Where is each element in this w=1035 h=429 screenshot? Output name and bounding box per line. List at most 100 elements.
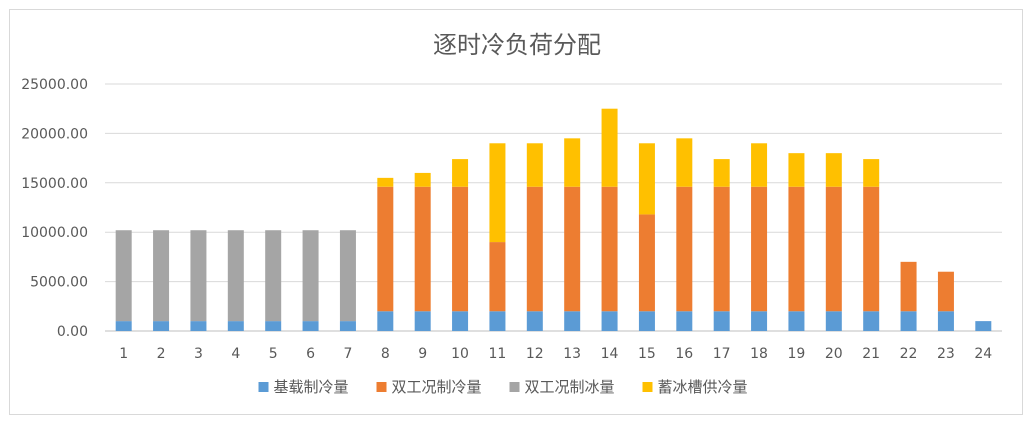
bar-segment	[452, 311, 469, 331]
bar-segment	[788, 311, 805, 331]
x-tick-label: 22	[900, 346, 918, 362]
bar-segment	[339, 321, 356, 331]
bar-segment	[676, 186, 693, 312]
legend-label: 双工况制冰量	[525, 378, 615, 396]
y-tick-label: 5000.00	[30, 275, 88, 291]
bar-segment	[638, 143, 655, 215]
x-tick-label: 5	[269, 346, 278, 362]
bar-segment	[153, 230, 170, 322]
legend-swatch	[642, 382, 653, 392]
bar-segment	[265, 321, 282, 331]
bar-segment	[377, 311, 394, 331]
bar-segment	[751, 143, 768, 187]
legend: 基载制冷量 双工况制冷量 双工况制冰量 蓄冰槽供冷量	[258, 378, 748, 396]
x-tick-label: 9	[418, 346, 427, 362]
x-tick-label: 8	[381, 346, 390, 362]
bar-segment	[751, 311, 768, 331]
bar-segment	[788, 186, 805, 312]
bar-segment	[414, 172, 431, 187]
x-tick-label: 7	[343, 346, 352, 362]
bar-segment	[377, 177, 394, 187]
x-tick-label: 23	[937, 346, 955, 362]
bar-segment	[676, 311, 693, 331]
bar-segment	[190, 230, 207, 322]
x-tick-label: 6	[306, 346, 315, 362]
bar-segment	[526, 186, 543, 312]
legend-swatch	[509, 382, 520, 392]
bar-segment	[564, 186, 581, 312]
bar-segment	[190, 321, 207, 331]
bar-segment	[825, 186, 842, 312]
bar-segment	[863, 311, 880, 331]
bar-segment	[414, 311, 431, 331]
bar-segment	[676, 138, 693, 187]
bar-segment	[153, 321, 170, 331]
x-tick-label: 10	[451, 346, 469, 362]
y-tick-label: 15000.00	[21, 176, 88, 192]
bar-segment	[414, 186, 431, 312]
x-tick-label: 18	[750, 346, 768, 362]
bar-segment	[265, 230, 282, 322]
x-tick-label: 11	[489, 346, 507, 362]
x-tick-label: 16	[675, 346, 693, 362]
bar-segment	[564, 138, 581, 187]
bar-segment	[377, 186, 394, 312]
x-tick-label: 21	[862, 346, 880, 362]
x-tick-label: 1	[119, 346, 128, 362]
bar-segment	[452, 159, 469, 187]
bar-segment	[863, 159, 880, 187]
legend-label: 基载制冷量	[274, 378, 349, 396]
bar-segment	[339, 230, 356, 322]
bar-segment	[489, 242, 506, 312]
bar-segment	[526, 143, 543, 187]
bar-segment	[900, 311, 917, 331]
bar-segment	[713, 186, 730, 312]
bar-segment	[863, 186, 880, 312]
bar-segment	[937, 271, 954, 312]
bar-segment	[115, 321, 132, 331]
bar-segment	[601, 311, 618, 331]
x-tick-label: 4	[231, 346, 240, 362]
x-axis-ticks: 1 2 3 4 5 6 7 8 9 10 11 12 13 14 15 16 17 18 19 20 21 22 23 24	[119, 346, 992, 362]
bar-segment	[227, 321, 244, 331]
y-tick-label: 10000.00	[21, 225, 88, 241]
x-tick-label: 17	[713, 346, 731, 362]
y-axis-ticks: 0.00 5000.00 10000.00 15000.00 20000.00 25000…	[21, 77, 88, 340]
bar-segment	[825, 153, 842, 187]
bar-segment	[751, 186, 768, 312]
x-tick-label: 2	[157, 346, 166, 362]
chart-frame	[9, 9, 1023, 415]
bar-segment	[825, 311, 842, 331]
bar-segment	[601, 108, 618, 187]
x-tick-label: 14	[601, 346, 619, 362]
x-tick-label: 24	[974, 346, 992, 362]
x-tick-label: 12	[526, 346, 544, 362]
y-tick-label: 20000.00	[21, 126, 88, 142]
bar-segment	[115, 230, 132, 322]
bar-segment	[489, 143, 506, 243]
bar-segment	[713, 159, 730, 187]
bar-segment	[638, 311, 655, 331]
bar-segment	[638, 214, 655, 312]
x-tick-label: 3	[194, 346, 203, 362]
bar-segment	[526, 311, 543, 331]
bar-segment	[564, 311, 581, 331]
bar-segment	[900, 261, 917, 312]
y-tick-label: 0.00	[57, 324, 88, 340]
bar-segment	[489, 311, 506, 331]
legend-swatch	[376, 382, 387, 392]
bar-segment	[788, 153, 805, 187]
bar-segment	[713, 311, 730, 331]
legend-swatch	[258, 382, 269, 392]
bar-segment	[452, 186, 469, 312]
bar-segment	[302, 230, 319, 322]
bar-segment	[601, 186, 618, 312]
x-tick-label: 15	[638, 346, 656, 362]
chart-title: 逐时冷负荷分配	[433, 31, 601, 59]
x-tick-label: 13	[563, 346, 581, 362]
x-tick-label: 20	[825, 346, 843, 362]
bar-segment	[937, 311, 954, 331]
legend-label: 蓄冰槽供冷量	[658, 378, 748, 396]
grid-lines	[105, 83, 1002, 332]
